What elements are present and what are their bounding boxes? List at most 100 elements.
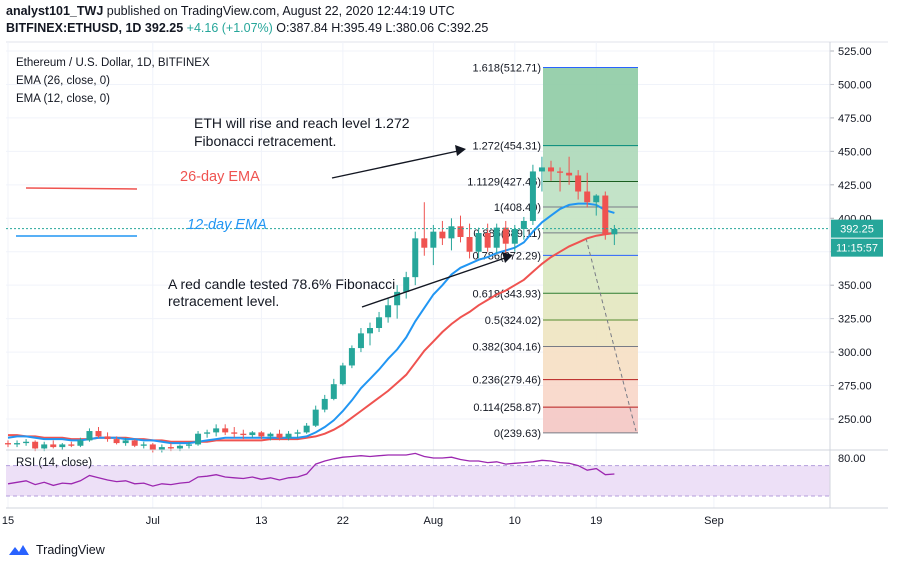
candle-body [5, 443, 11, 445]
candle-body [131, 440, 138, 446]
y-tick-label: 450.00 [838, 146, 872, 158]
candle-body [258, 432, 265, 437]
candle-body [548, 167, 554, 172]
candle-body [584, 191, 591, 203]
candle-body [276, 433, 283, 438]
candle-body [430, 231, 437, 248]
candle-body [213, 428, 220, 433]
annotations: 26-day EMA 12-day EMA ETH will rise and … [16, 115, 513, 309]
fib-level-label: 0(239.63) [494, 428, 541, 440]
countdown-badge: 11:15:57 [836, 243, 878, 255]
ema26-legend-sample [25, 187, 138, 190]
x-tick-label: 10 [509, 515, 521, 527]
candle-body [95, 431, 102, 437]
candle-body [50, 444, 57, 448]
candle-body [348, 348, 355, 366]
ohlc-values: O:387.84 H:395.49 L:380.06 C:392.25 [276, 21, 489, 35]
fib-level-label: 0.382(304.16) [473, 342, 542, 354]
candle-body [294, 432, 301, 434]
candle-body [140, 444, 147, 446]
rsi-band [6, 465, 830, 496]
candle-body [285, 433, 292, 438]
fib-zone [543, 181, 638, 208]
candle-body [330, 384, 337, 399]
candle-body [557, 171, 564, 173]
y-tick-label: 475.00 [838, 113, 872, 125]
last-price: 392.25 [144, 21, 184, 35]
fib-zone [543, 255, 638, 294]
note-test-arrowhead [502, 252, 513, 263]
y-tick-label: 300.00 [838, 347, 872, 359]
fib-level-label: 0.5(324.02) [485, 315, 541, 327]
candle-body [59, 444, 66, 448]
candle-body [195, 433, 202, 445]
candle-body [466, 237, 473, 252]
author-name[interactable]: analyst101_TWJ [6, 4, 104, 18]
candle-body [529, 171, 536, 221]
fib-zone [543, 407, 638, 433]
candle-body [367, 328, 373, 334]
candle-body [611, 228, 618, 235]
chart-title: Ethereum / U.S. Dollar, 1D, BITFINEX [16, 57, 210, 69]
rsi-tick-label: 80.00 [838, 453, 866, 465]
candle-body [394, 291, 401, 306]
candle-body [122, 440, 129, 444]
x-tick-label: 13 [255, 515, 267, 527]
fib-zone [543, 145, 638, 182]
candle-body [204, 432, 211, 434]
candle-body [321, 398, 328, 410]
chart-legend: Ethereum / U.S. Dollar, 1D, BITFINEX EMA… [16, 57, 210, 105]
x-tick-label: 22 [337, 515, 349, 527]
publish-line: analyst101_TWJ published on TradingView.… [6, 3, 488, 20]
price-axis[interactable]: 250.00275.00300.00325.00350.00375.00400.… [830, 46, 883, 465]
ema26-label: 26-day EMA [180, 169, 260, 185]
fib-zone [543, 319, 638, 347]
price-badge: 392.25 [840, 224, 874, 236]
fib-zone [543, 232, 638, 256]
brand-name: TradingView [36, 543, 105, 557]
symbol-name: BITFINEX:ETHUSD, 1D [6, 21, 142, 35]
candle-body [357, 333, 364, 349]
publish-header: analyst101_TWJ published on TradingView.… [6, 3, 488, 37]
candle-body [376, 317, 383, 329]
note-test-line2: retracement level. [168, 293, 279, 309]
candle-body [41, 444, 48, 449]
fibonacci-retracement: 0(239.63) 0.114(258.87) 0.236(279.46) 0.382… [467, 62, 638, 440]
candle-body [176, 445, 183, 449]
y-tick-label: 250.00 [838, 414, 872, 426]
candle-body [113, 439, 120, 444]
candle-body [575, 175, 582, 192]
countdown-badge-bg [831, 238, 883, 257]
rsi-line [7, 452, 615, 487]
candle-body [439, 231, 446, 239]
candle-body [249, 432, 256, 436]
candle-body [267, 433, 274, 437]
candle-body [566, 172, 573, 176]
candle-body [104, 436, 111, 440]
rsi-pane [6, 452, 830, 497]
candle-body [538, 167, 545, 172]
note-rise-arrow [331, 150, 459, 179]
note-rise-line1: ETH will rise and reach level 1.272 [194, 115, 410, 131]
y-tick-label: 500.00 [838, 79, 872, 91]
fib-level-label: 0.114(258.87) [473, 402, 541, 414]
candle-body [77, 440, 84, 446]
candle-body [593, 195, 600, 203]
fib-zone [543, 293, 638, 320]
candle-body [484, 232, 491, 248]
candle-body [149, 444, 156, 450]
rsi-title: RSI (14, close) [16, 457, 92, 469]
tradingview-logo[interactable]: TradingView [8, 542, 105, 558]
time-axis[interactable]: 15 Jul 13 22 Aug 10 19 Sep [2, 515, 724, 527]
candle-body [68, 444, 75, 446]
y-tick-label: 425.00 [838, 180, 872, 192]
fib-zone [543, 67, 638, 146]
fib-trend-line [585, 238, 637, 432]
tradingview-logo-icon [9, 545, 29, 555]
candle-body [303, 425, 310, 433]
price-change: +4.16 (+1.07%) [186, 21, 273, 35]
fib-level-label: 1.618(512.71) [473, 62, 542, 74]
fib-level-label: 1.272(454.31) [473, 141, 542, 153]
y-tick-label: 525.00 [838, 46, 872, 58]
